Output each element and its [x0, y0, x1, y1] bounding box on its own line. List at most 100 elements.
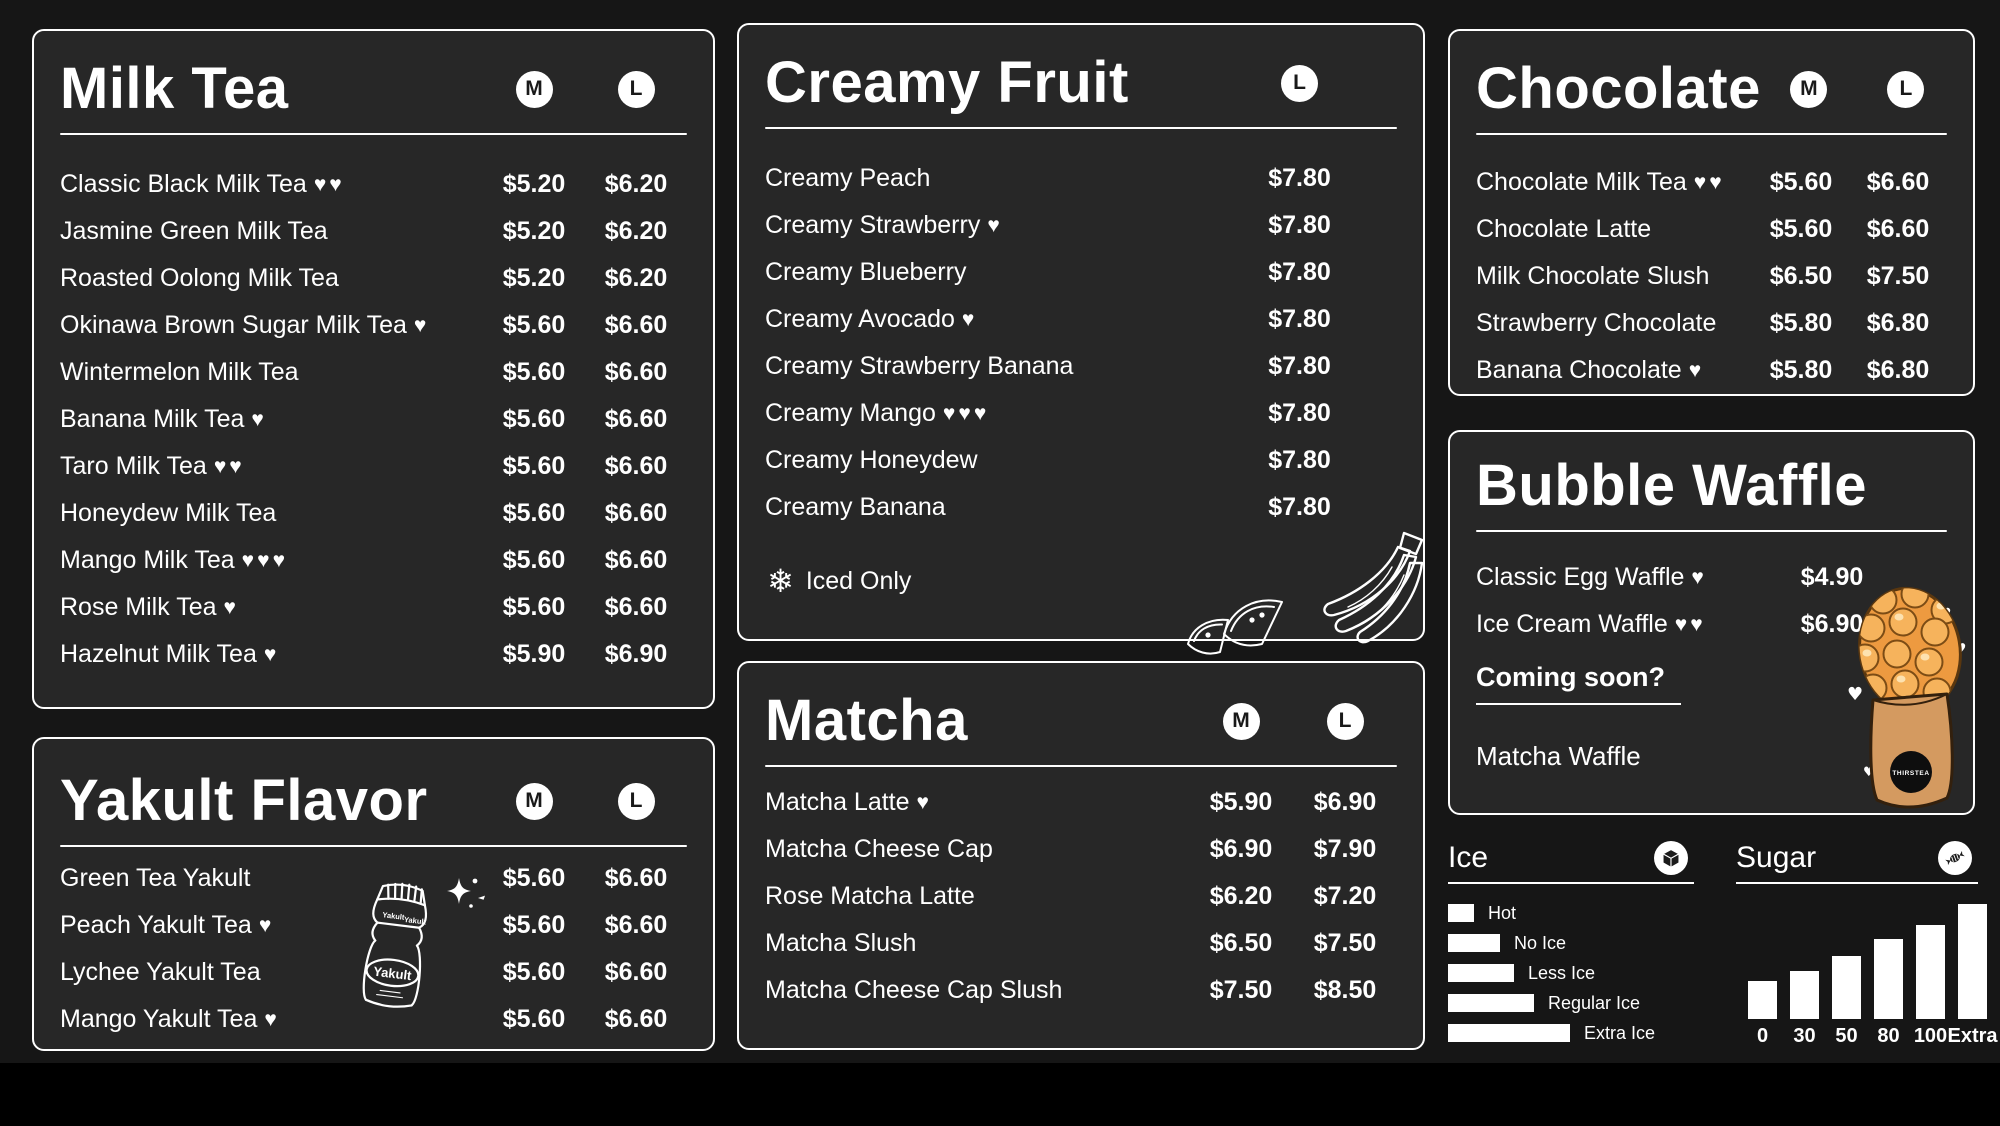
section-title: Matcha	[765, 688, 968, 753]
price-medium: $5.20	[502, 170, 566, 198]
ice-cube-icon	[1654, 841, 1688, 875]
price-medium: $7.50	[1209, 976, 1273, 1004]
panel-header: Chocolate M L	[1476, 31, 1947, 119]
item-name: Creamy Strawberry	[765, 211, 981, 239]
upcoming-item: Matcha Waffle	[1476, 741, 1641, 771]
sugar-level-label: 50	[1835, 1025, 1858, 1047]
price-medium: $5.80	[1769, 356, 1833, 384]
item-name: Creamy Peach	[765, 164, 931, 192]
divider	[765, 127, 1397, 129]
item-name: Wintermelon Milk Tea	[60, 358, 299, 386]
sugar-level-column: 50	[1832, 956, 1861, 1048]
price-large: $7.80	[1268, 399, 1331, 427]
ice-level-bar	[1448, 964, 1514, 982]
item-name: Jasmine Green Milk Tea	[60, 217, 328, 245]
sugar-level-column: 80	[1874, 939, 1903, 1048]
sugar-title: Sugar	[1736, 841, 1817, 874]
item-name: Lychee Yakult Tea	[60, 958, 261, 986]
price-large: $6.60	[604, 452, 668, 480]
price-medium: $5.60	[502, 405, 566, 433]
size-m-badge: M	[1222, 702, 1260, 740]
item-name: Taro Milk Tea	[60, 452, 207, 480]
item-name: Creamy Strawberry Banana	[765, 352, 1074, 380]
price-large: $6.60	[1866, 215, 1930, 243]
item-name: Honeydew Milk Tea	[60, 499, 277, 527]
heart-icons: ♥♥	[313, 173, 345, 196]
ice-level-label: Regular Ice	[1548, 992, 1641, 1013]
menu-item-list: Chocolate Milk Tea ♥♥ $5.60 $6.60 Chocol…	[1476, 159, 1947, 394]
price-medium: $5.60	[1769, 215, 1833, 243]
item-name: Rose Milk Tea	[60, 593, 217, 621]
price-large: $6.90	[604, 640, 668, 668]
sugar-levels: 0 30 50 80 100 Extra	[1748, 904, 1998, 1048]
panel-creamy-fruit: Creamy Fruit L Creamy Peach $7.80 Creamy…	[737, 23, 1425, 655]
heart-icons: ♥	[258, 914, 275, 937]
price-large: $6.60	[604, 1005, 668, 1033]
customization-legend: Ice Hot No Ice Less Ice	[1448, 840, 1998, 1050]
heart-icons: ♥	[916, 791, 932, 814]
sugar-level-label: 80	[1877, 1025, 1900, 1047]
size-l-badge: L	[1326, 702, 1364, 740]
heart-icons: ♥♥♥	[942, 402, 990, 425]
item-name: Green Tea Yakult	[60, 864, 251, 892]
item-name: Creamy Honeydew	[765, 446, 978, 474]
section-title: Yakult Flavor	[60, 768, 428, 833]
price-medium: $5.60	[1769, 168, 1833, 196]
ice-level-row: Less Ice	[1448, 958, 1694, 988]
item-name: Banana Chocolate	[1476, 356, 1682, 384]
sugar-level-label: 100	[1913, 1025, 1948, 1047]
price-large: $7.80	[1268, 258, 1331, 286]
panel-header: Creamy Fruit L	[765, 25, 1397, 113]
heart-icons: ♥	[961, 308, 978, 331]
iced-only-note: ❄ Iced Only	[767, 565, 911, 597]
item-name: Banana Milk Tea	[60, 405, 245, 433]
item-name: Ice Cream Waffle	[1476, 610, 1668, 638]
price-large: $6.20	[604, 170, 668, 198]
sugar-level-column: 30	[1790, 971, 1819, 1048]
price-medium: $5.60	[502, 311, 566, 339]
size-l-badge: L	[1887, 70, 1925, 108]
heart-icons: ♥♥	[213, 455, 245, 478]
sugar-level-bar	[1874, 939, 1903, 1019]
price-large: $7.20	[1313, 882, 1377, 910]
divider	[1476, 530, 1947, 532]
price-medium: $5.60	[502, 593, 566, 621]
price-medium: $6.20	[1209, 882, 1273, 910]
price-large: $6.60	[1866, 168, 1930, 196]
panel-matcha: Matcha M L Matcha Latte ♥ $5.90 $6.90 Ma…	[737, 661, 1425, 1050]
divider	[60, 133, 687, 135]
sugar-level-column: 100	[1913, 925, 1948, 1048]
price-large: $7.50	[1313, 929, 1377, 957]
sugar-level-label: 0	[1756, 1025, 1769, 1047]
heart-icons: ♥	[263, 643, 280, 666]
panel-header: Yakult Flavor M L	[60, 739, 687, 831]
ice-level-row: Regular Ice	[1448, 988, 1694, 1018]
price-large: $6.60	[604, 358, 668, 386]
price-large: $7.90	[1313, 835, 1377, 863]
ice-level-row: Extra Ice	[1448, 1018, 1694, 1048]
price-large: $7.80	[1268, 446, 1331, 474]
divider	[1476, 133, 1947, 135]
sugar-level-column: 0	[1748, 981, 1777, 1048]
price-large: $6.60	[604, 499, 668, 527]
size-m-badge: M	[515, 70, 553, 108]
price-medium: $5.60	[502, 864, 566, 892]
bottle-logo-label: Yakult	[372, 964, 413, 984]
price-medium: $5.60	[502, 452, 566, 480]
ice-legend-header: Ice	[1448, 840, 1694, 876]
price-large: $6.60	[604, 593, 668, 621]
sugar-level-column: Extra	[1947, 904, 1998, 1048]
heart-icons: ♥	[1691, 566, 1707, 589]
price-medium: $5.20	[502, 264, 566, 292]
item-name: Hazelnut Milk Tea	[60, 640, 257, 668]
size-l-badge: L	[617, 70, 655, 108]
heart-icons: ♥	[1688, 359, 1705, 382]
sugar-level-bar	[1748, 981, 1777, 1019]
price-medium: $6.90	[1209, 835, 1273, 863]
item-name: Creamy Mango	[765, 399, 936, 427]
ice-level-label: Hot	[1488, 902, 1517, 923]
heart-icons: ♥	[251, 408, 267, 431]
size-l-badge: L	[617, 782, 655, 820]
menu-item-list: Classic Egg Waffle ♥ $4.90 Ice Cream Waf…	[1476, 554, 1947, 648]
price-medium: $5.60	[502, 911, 566, 939]
